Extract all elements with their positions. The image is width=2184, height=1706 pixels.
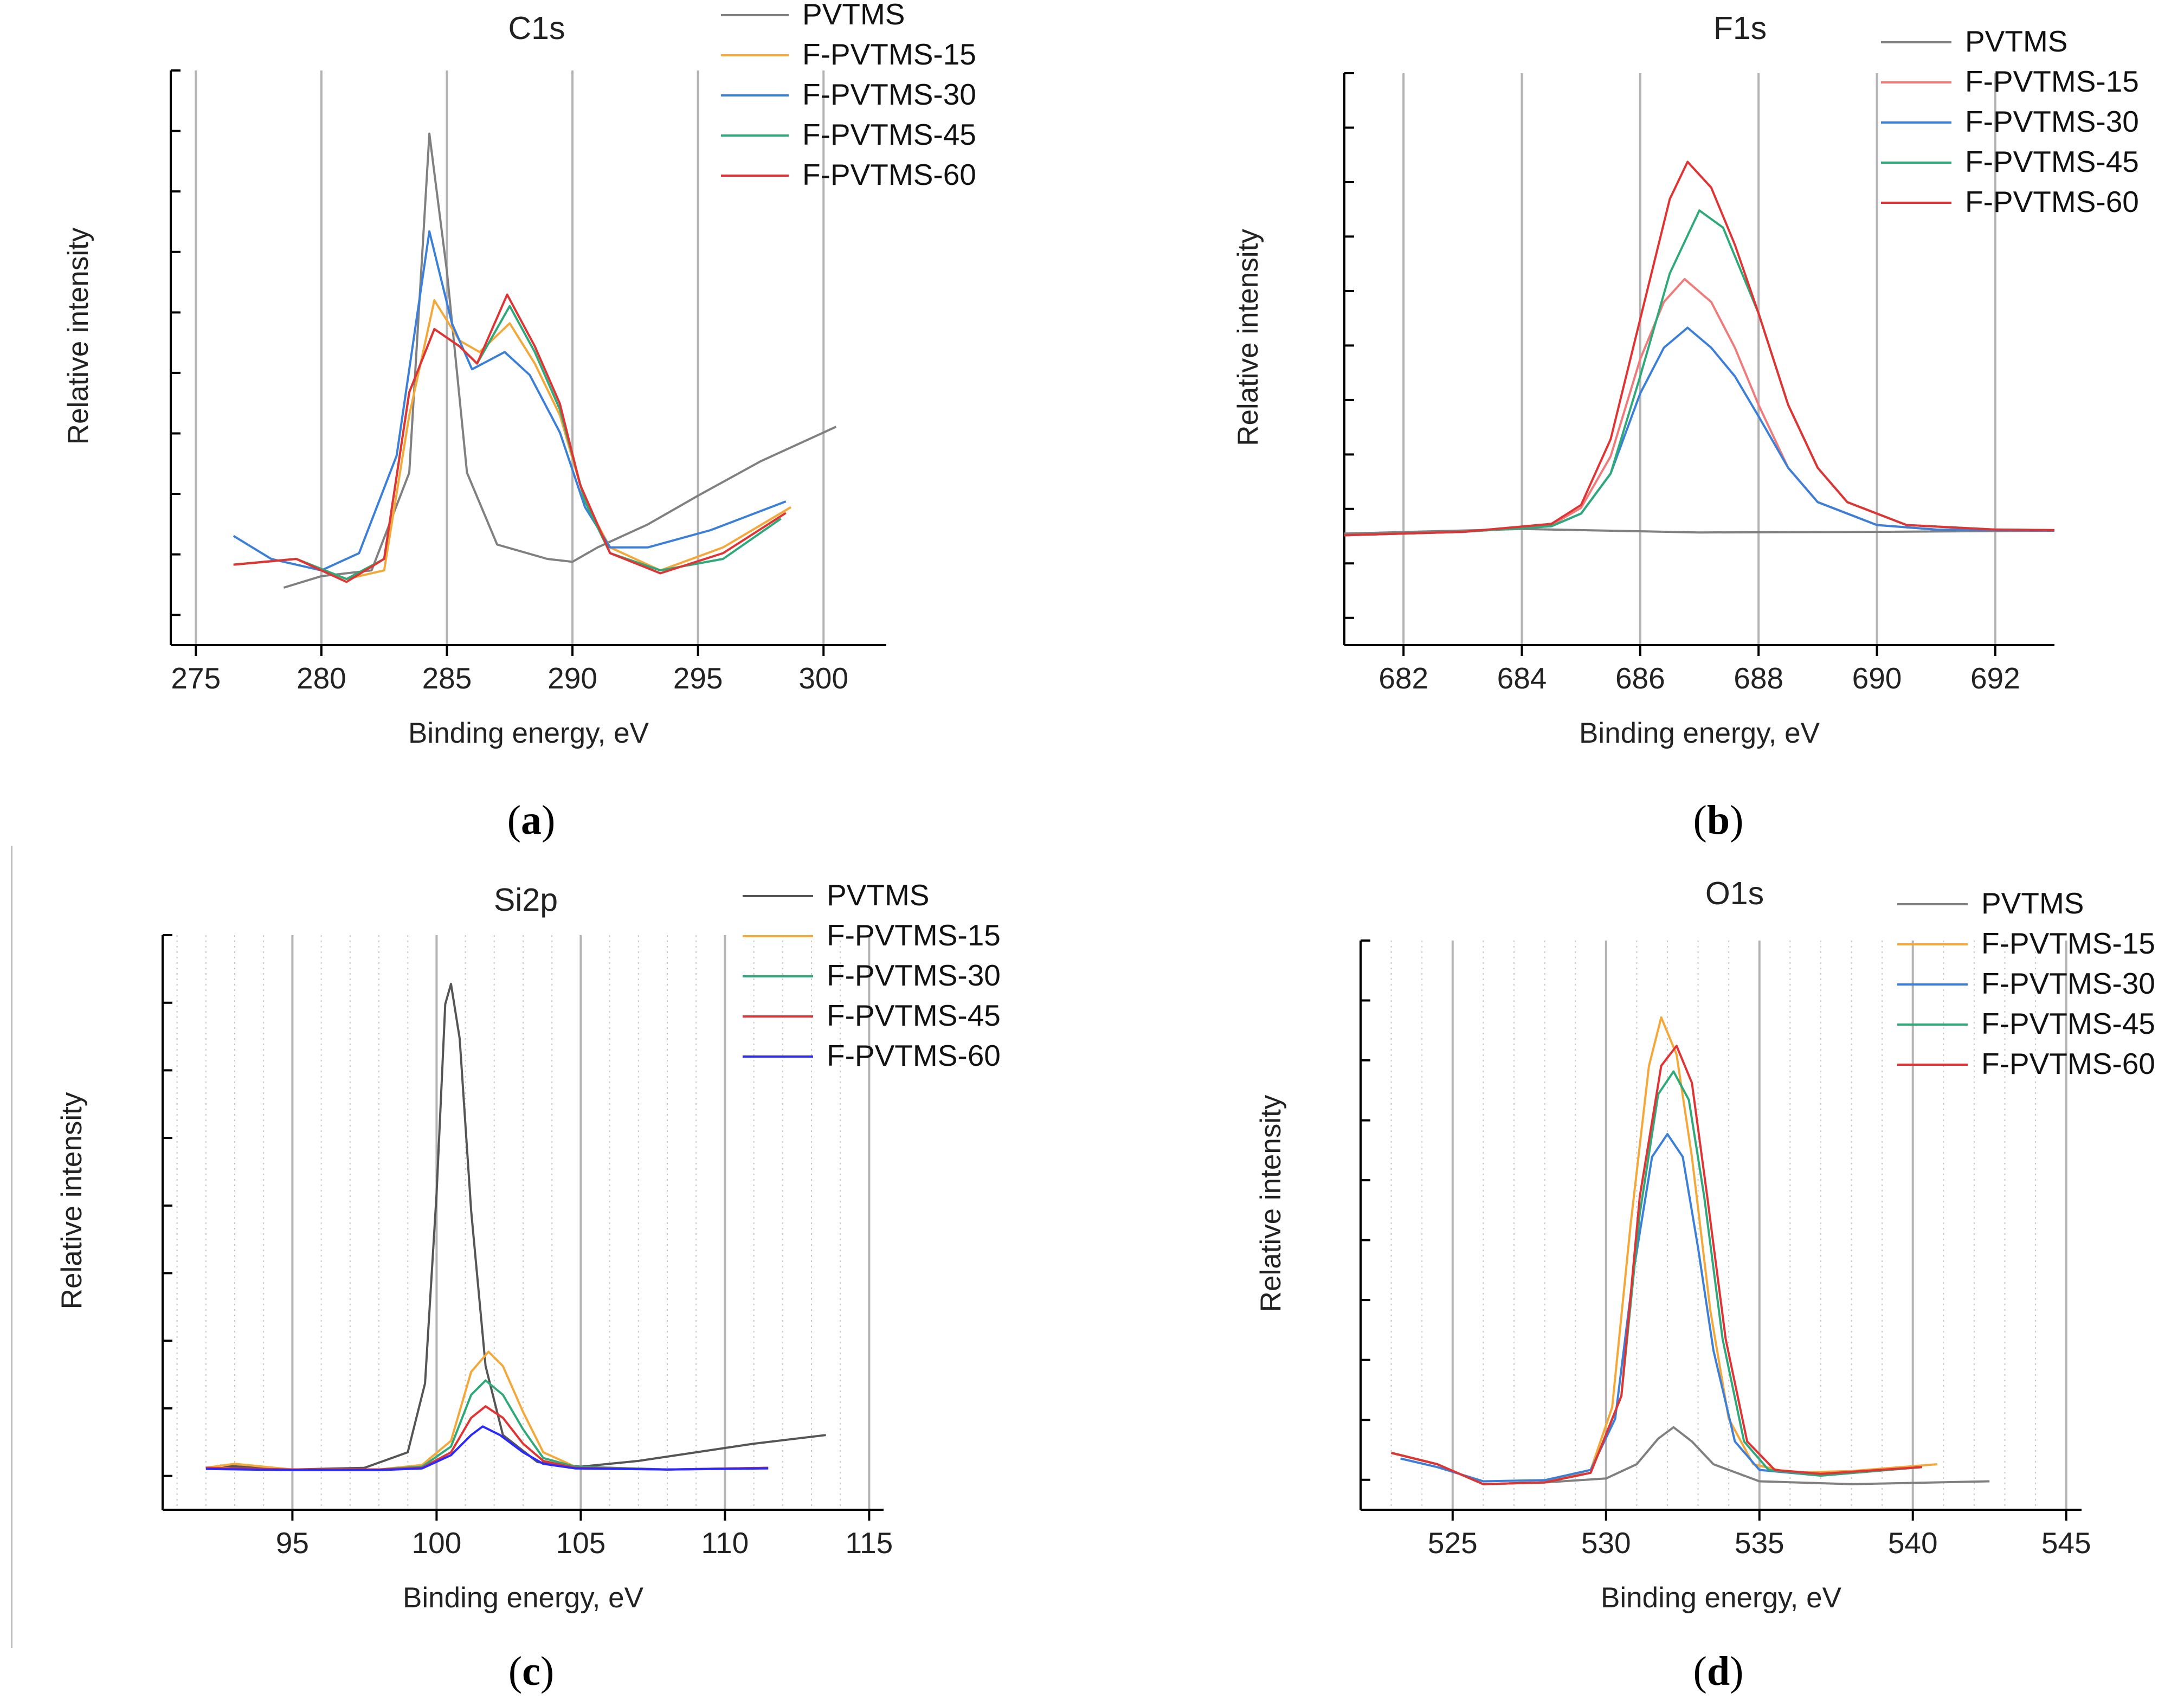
series-line-f-pvtms-30 xyxy=(233,230,787,572)
caption-a-close: ) xyxy=(542,797,556,843)
legend-label: PVTMS xyxy=(1981,886,2084,920)
caption-c: (c) xyxy=(477,1648,585,1695)
series-line-pvtms xyxy=(220,983,826,1471)
caption-a-open: ( xyxy=(507,797,521,843)
x-tick-label: 684 xyxy=(1497,661,1547,695)
x-tick-label: 300 xyxy=(798,661,848,695)
series-line-f-pvtms-45 xyxy=(1391,1070,1922,1485)
x-tick-label: 688 xyxy=(1734,661,1783,695)
x-tick-label: 545 xyxy=(2041,1526,2091,1560)
legend-label: F-PVTMS-45 xyxy=(1981,1007,2155,1040)
caption-d-open: ( xyxy=(1693,1649,1707,1694)
legend-label: F-PVTMS-15 xyxy=(1981,926,2155,960)
series-line-f-pvtms-60 xyxy=(233,293,787,583)
series-line-f-pvtms-30 xyxy=(1344,326,2055,537)
x-tick-label: 525 xyxy=(1428,1526,1478,1560)
c1s-chart: 275 280 285 290 295 300 C1s Binding energy, eV R… xyxy=(62,0,976,749)
x-tick-label: 530 xyxy=(1581,1526,1631,1560)
legend-label: F-PVTMS-30 xyxy=(1965,105,2139,138)
chart-title: C1s xyxy=(508,10,565,46)
series-line-f-pvtms-30 xyxy=(205,1379,769,1471)
x-axis-label: Binding energy, eV xyxy=(403,1582,644,1614)
x-axis-label: Binding energy, eV xyxy=(408,717,649,749)
series-line-f-pvtms-15 xyxy=(1391,1016,1938,1485)
y-axis-label: Relative intensity xyxy=(1232,229,1264,446)
caption-b-close: ) xyxy=(1730,797,1744,843)
series-line-f-pvtms-45 xyxy=(205,1405,769,1471)
caption-c-close: ) xyxy=(540,1649,555,1694)
x-tick-label: 690 xyxy=(1852,661,1902,695)
caption-d-close: ) xyxy=(1730,1649,1744,1694)
caption-c-open: ( xyxy=(508,1649,523,1694)
panel-b: 682 684 686 688 690 692 F1s Binding energy, eV R… xyxy=(1084,0,2168,813)
series-line-f-pvtms-60 xyxy=(1391,1045,1922,1485)
x-tick-label: 540 xyxy=(1888,1526,1938,1560)
legend-label: F-PVTMS-45 xyxy=(827,999,1001,1032)
legend-label: F-PVTMS-15 xyxy=(802,37,976,71)
legend-label: F-PVTMS-60 xyxy=(802,158,976,191)
legend-label: F-PVTMS-30 xyxy=(802,78,976,111)
legend-label: PVTMS xyxy=(827,878,929,912)
series-line-f-pvtms-45 xyxy=(233,305,782,581)
x-tick-label: 95 xyxy=(276,1526,309,1560)
x-tick-label: 275 xyxy=(171,661,221,695)
legend-label: F-PVTMS-45 xyxy=(1965,145,2139,178)
series-line-pvtms xyxy=(1344,527,2055,535)
y-axis-label: Relative intensity xyxy=(62,227,94,445)
panel-c: 95 100 105 110 115 Si2p Binding energy, eV Rela… xyxy=(0,846,1084,1659)
panel-a: 275 280 285 290 295 300 C1s Binding energy, eV R… xyxy=(0,0,1084,813)
legend-label: F-PVTMS-60 xyxy=(1965,185,2139,218)
caption-d-letter: d xyxy=(1706,1649,1730,1694)
x-tick-label: 285 xyxy=(422,661,472,695)
o1s-chart: 525 530 535 540 545 O1s Binding energy, eV Rela… xyxy=(1255,875,2155,1614)
x-tick-label: 105 xyxy=(556,1526,606,1560)
x-tick-label: 110 xyxy=(701,1526,749,1560)
legend-label: F-PVTMS-15 xyxy=(1965,65,2139,98)
legend-label: PVTMS xyxy=(802,0,905,31)
x-tick-label: 290 xyxy=(547,661,597,695)
chart-title: O1s xyxy=(1705,875,1764,911)
caption-d: (d) xyxy=(1664,1648,1773,1695)
series-line-f-pvtms-45 xyxy=(1344,209,2055,537)
y-axis-label: Relative intensity xyxy=(56,1092,88,1309)
legend-label: F-PVTMS-60 xyxy=(1981,1047,2155,1080)
caption-b-letter: b xyxy=(1706,797,1730,843)
legend-label: F-PVTMS-60 xyxy=(827,1039,1001,1072)
series-line-f-pvtms-15 xyxy=(233,299,792,581)
legend-label: PVTMS xyxy=(1965,24,2067,58)
x-tick-label: 535 xyxy=(1735,1526,1784,1560)
x-tick-label: 100 xyxy=(412,1526,462,1560)
legend-label: F-PVTMS-15 xyxy=(827,918,1001,952)
series-line-f-pvtms-60 xyxy=(1344,160,2055,537)
series-line-pvtms xyxy=(283,132,837,589)
x-tick-label: 692 xyxy=(1970,661,2020,695)
x-axis-label: Binding energy, eV xyxy=(1579,717,1820,749)
caption-a: (a) xyxy=(477,797,585,844)
x-tick-label: 280 xyxy=(297,661,346,695)
legend-label: F-PVTMS-45 xyxy=(802,118,976,151)
series-line-pvtms xyxy=(1391,1426,1990,1485)
chart-title: F1s xyxy=(1713,10,1767,46)
x-tick-label: 115 xyxy=(846,1526,893,1560)
panel-d: 525 530 535 540 545 O1s Binding energy, eV Rela… xyxy=(1084,846,2168,1659)
legend-label: F-PVTMS-30 xyxy=(827,958,1001,992)
series-line-f-pvtms-15 xyxy=(1344,278,2055,537)
caption-b-open: ( xyxy=(1693,797,1707,843)
x-tick-label: 295 xyxy=(673,661,723,695)
x-axis-label: Binding energy, eV xyxy=(1601,1582,1842,1614)
legend-label: F-PVTMS-30 xyxy=(1981,967,2155,1000)
series-line-f-pvtms-60 xyxy=(205,1425,769,1471)
caption-c-letter: c xyxy=(522,1649,540,1694)
caption-b: (b) xyxy=(1664,797,1773,844)
x-tick-label: 686 xyxy=(1615,661,1665,695)
left-border-line xyxy=(11,846,12,1648)
chart-title: Si2p xyxy=(494,882,558,918)
series-line-f-pvtms-30 xyxy=(1400,1133,1922,1483)
f1s-chart: 682 684 686 688 690 692 F1s Binding energy, eV R… xyxy=(1232,10,2139,749)
x-tick-label: 682 xyxy=(1378,661,1428,695)
si2p-chart: 95 100 105 110 115 Si2p Binding energy, eV Rela… xyxy=(56,878,1001,1614)
caption-a-letter: a xyxy=(521,797,542,843)
y-axis-label: Relative intensity xyxy=(1255,1095,1287,1312)
